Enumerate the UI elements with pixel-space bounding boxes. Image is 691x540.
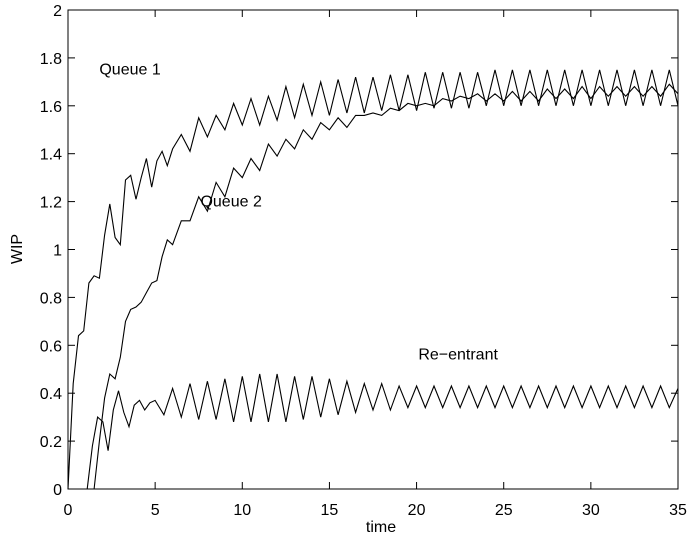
y-tick-label: 0.8 <box>40 290 62 307</box>
y-tick-label: 1.6 <box>40 99 62 116</box>
annotation-label: Re−entrant <box>418 347 498 364</box>
series-line-1 <box>67 69 679 490</box>
series-layer <box>67 69 679 490</box>
y-tick-label: 1.2 <box>40 195 62 212</box>
y-tick-label: 0.2 <box>40 434 62 451</box>
x-tick-label: 35 <box>669 502 687 519</box>
y-tick-label: 0 <box>53 482 62 499</box>
annotations-layer: Queue 1 Queue 2 Re−entrant <box>99 62 498 364</box>
x-tick-label: 20 <box>408 502 426 519</box>
x-tick-label: 5 <box>151 502 160 519</box>
plot-frame <box>67 9 679 490</box>
x-tick-label: 0 <box>64 502 73 519</box>
y-tick-label: 1.8 <box>40 51 62 68</box>
series-line-2 <box>93 83 679 490</box>
annotation-label: Queue 2 <box>200 193 261 210</box>
y-axis-label: WIP <box>9 234 26 264</box>
x-tick-label: 30 <box>582 502 600 519</box>
x-tick-label: 25 <box>495 502 513 519</box>
x-tick-label: 15 <box>321 502 339 519</box>
y-tick-label: 0.4 <box>40 386 62 403</box>
y-tick-label: 1.4 <box>40 147 62 164</box>
x-axis-label: time <box>366 519 396 536</box>
y-tick-label: 0.6 <box>40 338 62 355</box>
x-tick-label: 10 <box>233 502 251 519</box>
series-line-3 <box>86 373 679 490</box>
y-tick-label: 2 <box>53 3 62 20</box>
annotation-label: Queue 1 <box>99 62 160 79</box>
y-tick-label: 1 <box>53 243 62 260</box>
ticks-layer: 0 5 10 15 20 25 30 35 0 0.2 0.4 0.6 0.8 1 1.2 1.4 1.6 1.8… <box>40 3 687 519</box>
